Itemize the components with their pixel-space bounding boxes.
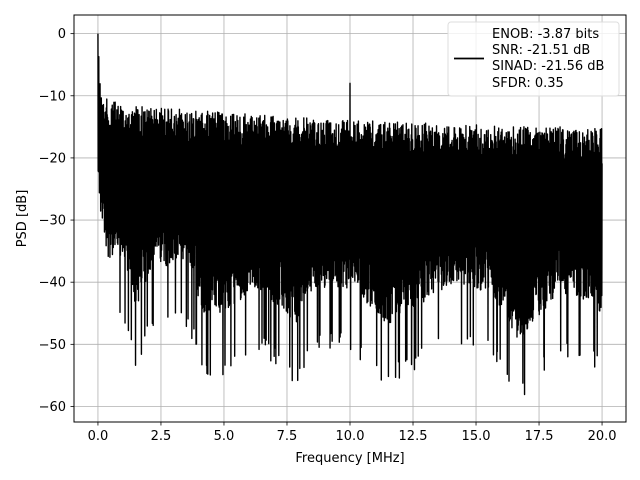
x-tick-label: 7.5: [277, 429, 298, 444]
legend-box: [447, 21, 620, 97]
legend-entry-enob: ENOB: -3.87 bits: [492, 27, 599, 42]
x-tick-label: 5.0: [214, 429, 235, 444]
y-tick-label: −60: [39, 400, 66, 415]
legend-entry-snr: SNR: -21.51 dB: [492, 43, 590, 58]
x-axis-label: Frequency [MHz]: [295, 451, 404, 466]
x-tick-label: 12.5: [399, 429, 428, 444]
y-tick-label: −30: [39, 214, 66, 229]
y-axis-label: PSD [dB]: [15, 190, 30, 248]
y-tick-label: 0: [58, 27, 66, 42]
psd-series: [97, 33, 603, 396]
psd-trace-line: [97, 33, 603, 396]
y-tick-label: −40: [39, 276, 66, 291]
legend-entry-sinad: SINAD: -21.56 dB: [492, 59, 604, 74]
legend-entry-sfdr: SFDR: 0.35: [492, 76, 564, 91]
y-tick-label: −10: [39, 89, 66, 104]
x-tick-label: 10.0: [336, 429, 365, 444]
legend: ENOB: -3.87 bits SNR: -21.51 dB SINAD: -…: [447, 21, 620, 97]
x-tick-label: 0.0: [88, 429, 109, 444]
x-tick-label: 15.0: [462, 429, 491, 444]
y-tick-label: −20: [39, 151, 66, 166]
x-tick-label: 20.0: [588, 429, 617, 444]
axis-ticks: 0.0 2.5 5.0 7.5 10.0 12.5 15.0 17.5 20.0 0 −10 −20 −…: [39, 27, 617, 444]
y-tick-label: −50: [39, 338, 66, 353]
x-tick-label: 17.5: [525, 429, 554, 444]
x-tick-label: 2.5: [151, 429, 172, 444]
